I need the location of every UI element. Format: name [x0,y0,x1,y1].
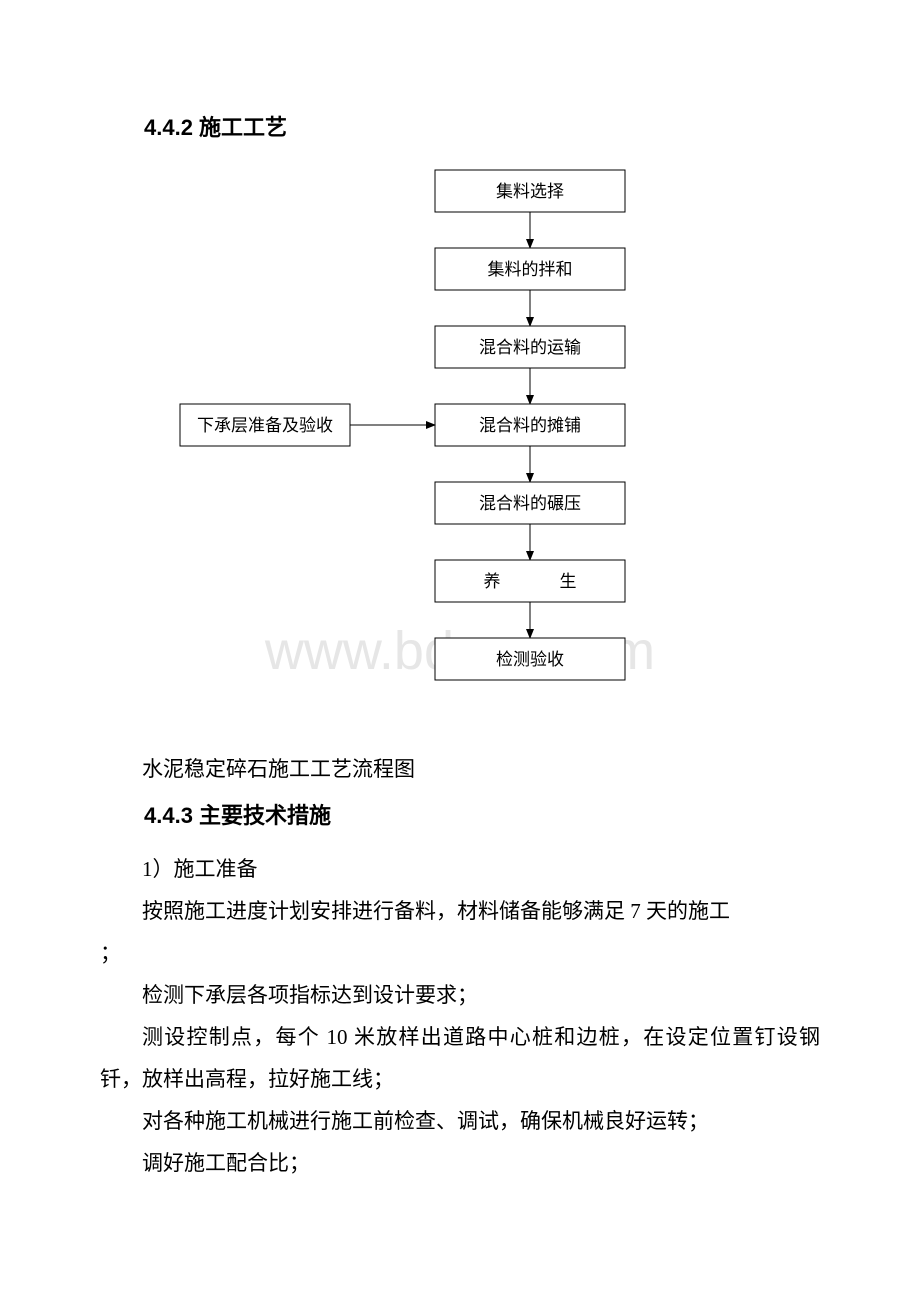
node-n4: 混合料的摊铺 [479,416,581,435]
node-side: 下承层准备及验收 [197,416,333,435]
body-p2: 按照施工进度计划安排进行备料，材料储备能够满足 7 天的施工 [100,890,820,932]
section-heading-1: 4.4.2 施工工艺 [100,110,820,142]
body-p5: 对各种施工机械进行施工前检查、调试，确保机械良好运转； [100,1100,820,1142]
node-n1: 集料选择 [496,182,564,201]
node-n3: 混合料的运输 [479,338,581,357]
node-n2: 集料的拌和 [488,260,573,279]
node-n7: 检测验收 [496,650,564,669]
node-n6a: 养 [484,572,501,591]
section-heading-2: 4.4.3 主要技术措施 [100,798,820,830]
body-p6: 调好施工配合比； [100,1142,820,1184]
body-p2b: ； [100,932,820,974]
body-p1: 1）施工准备 [100,848,820,890]
flowchart-svg: 集料选择 集料的拌和 混合料的运输 混合料的摊铺 下承层准备及验收 混合料的碾压 [170,160,750,730]
page-content: 4.4.2 施工工艺 集料选择 集料的拌和 混合料的运输 混合料的摊铺 [100,110,820,1184]
flowchart-container: 集料选择 集料的拌和 混合料的运输 混合料的摊铺 下承层准备及验收 混合料的碾压 [100,160,820,730]
node-n5: 混合料的碾压 [479,494,581,513]
flowchart-caption: 水泥稳定碎石施工工艺流程图 [100,748,820,790]
body-p3: 检测下承层各项指标达到设计要求； [100,974,820,1016]
node-n6b: 生 [560,572,577,591]
body-p4: 测设控制点，每个 10 米放样出道路中心桩和边桩，在设定位置钉设钢钎，放样出高程… [100,1016,820,1100]
